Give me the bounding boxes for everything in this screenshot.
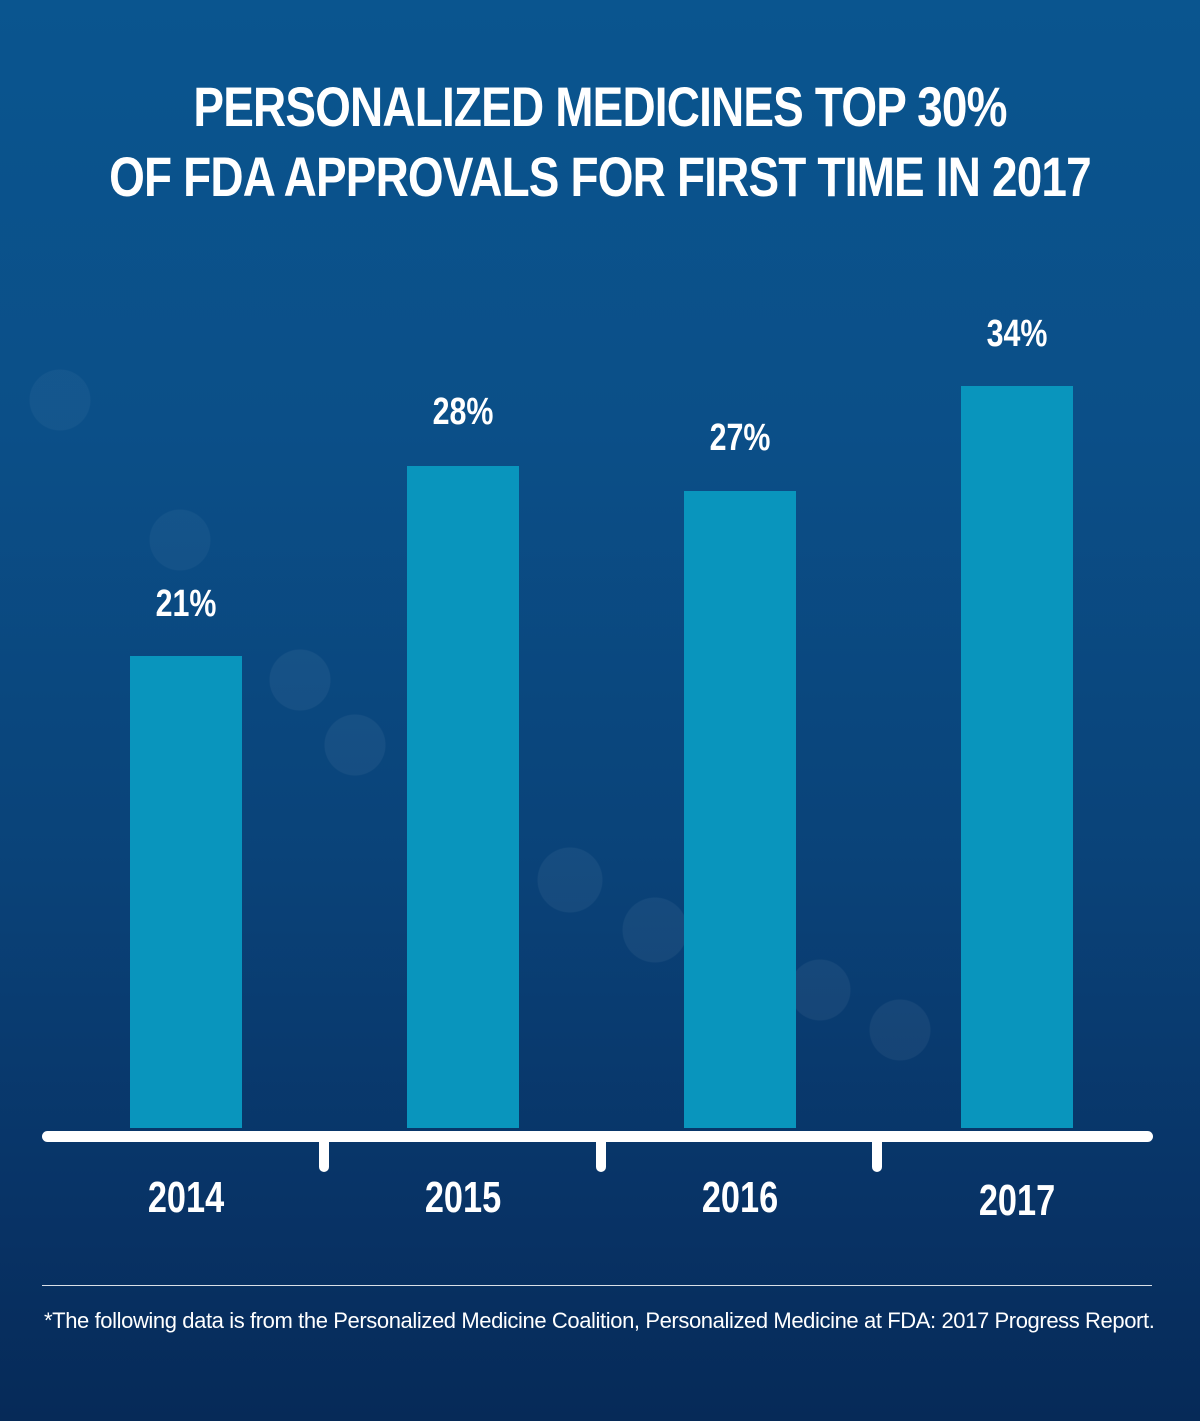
x-axis-tick: [319, 1136, 329, 1172]
source-footnote: *The following data is from the Personal…: [44, 1308, 1155, 1333]
bar-2016: [684, 491, 796, 1128]
bar-2017: [961, 386, 1073, 1128]
footer-divider: [42, 1285, 1152, 1286]
bar-2014: [130, 656, 242, 1128]
x-axis-label-2015: 2015: [424, 1173, 502, 1222]
x-axis-tick: [596, 1136, 606, 1172]
bar-value-label-2014: 21%: [155, 583, 217, 625]
chart-title: PERSONALIZED MEDICINES TOP 30% OF FDA AP…: [108, 72, 1092, 212]
bar-value-label-2015: 28%: [432, 391, 494, 433]
x-axis-label-2016: 2016: [701, 1173, 779, 1222]
x-axis-tick: [872, 1136, 882, 1172]
x-axis-label-2017: 2017: [978, 1176, 1056, 1225]
bar-value-label-2017: 34%: [986, 313, 1048, 355]
chart-title-line-2: OF FDA APPROVALS FOR FIRST TIME IN 2017: [109, 145, 1092, 208]
bar-value-label-2016: 27%: [709, 417, 771, 459]
bar-2015: [407, 466, 519, 1128]
chart-title-line-1: PERSONALIZED MEDICINES TOP 30%: [193, 75, 1007, 138]
x-axis-label-2014: 2014: [147, 1173, 225, 1222]
